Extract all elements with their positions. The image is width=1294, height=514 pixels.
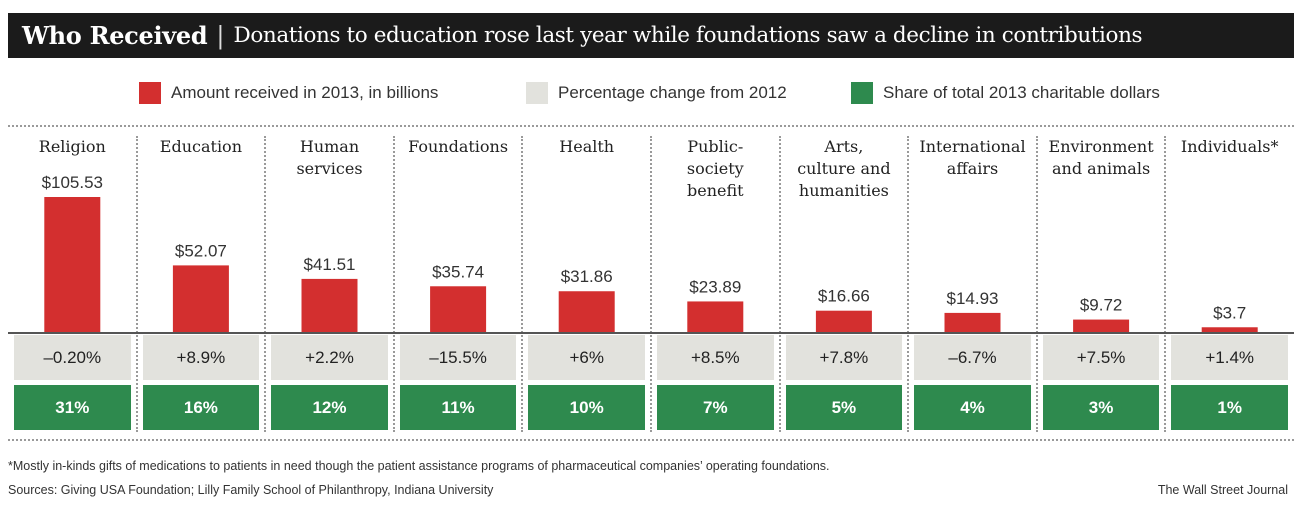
bar-value-label: $16.66	[818, 287, 870, 306]
share-cell: 12%	[271, 385, 388, 430]
column-separator	[778, 136, 781, 432]
column-separator	[392, 136, 395, 432]
legend-swatch-share	[851, 82, 873, 104]
bar	[944, 312, 1001, 332]
pct-change-cell: +2.2%	[271, 335, 388, 380]
category-label: Education	[159, 137, 242, 156]
column-separator	[1035, 136, 1038, 432]
bar	[1201, 327, 1258, 332]
bar-value-label: $14.93	[947, 289, 999, 308]
bar	[430, 286, 487, 332]
bar	[1073, 319, 1130, 332]
share-cell: 7%	[657, 385, 774, 430]
legend-item-pct-change: Percentage change from 2012	[526, 82, 787, 104]
category-label: Arts, culture and humanities	[797, 137, 891, 200]
bar	[44, 197, 101, 332]
bottom-divider	[8, 439, 1294, 441]
category-label: Individuals*	[1180, 137, 1279, 156]
title-separator: |	[216, 21, 225, 50]
credit: The Wall Street Journal	[1157, 483, 1288, 497]
pct-change-cell: +8.9%	[142, 335, 260, 380]
pct-change-cell: +7.5%	[1042, 335, 1160, 380]
column-separator	[907, 136, 910, 432]
share-cell: 4%	[914, 385, 1031, 430]
legend-label-pct-change: Percentage change from 2012	[558, 83, 787, 102]
bar	[172, 265, 229, 332]
legend-swatch-amount	[139, 82, 161, 104]
chart-title-bar: Who Received | Donations to education ro…	[8, 13, 1294, 58]
pct-change-cell: +6%	[528, 335, 645, 380]
column-separator	[521, 136, 524, 432]
column-separator	[1164, 136, 1167, 432]
category-label: Health	[559, 137, 615, 156]
pct-change-cell: +8.5%	[657, 335, 774, 380]
pct-change-cell: –6.7%	[914, 335, 1031, 380]
legend-item-amount: Amount received in 2013, in billions	[139, 82, 438, 104]
category-label: Foundations	[408, 137, 509, 156]
share-cell: 31%	[14, 385, 131, 430]
sources: Sources: Giving USA Foundation; Lilly Fa…	[8, 483, 494, 497]
bar-value-label: $31.86	[561, 267, 613, 286]
pct-change-cell: –15.5%	[399, 335, 517, 380]
bar	[687, 301, 744, 332]
pct-change-cell: +1.4%	[1171, 335, 1288, 380]
top-divider	[8, 125, 1294, 127]
bar	[301, 278, 358, 332]
chart-title: Who Received	[22, 21, 208, 50]
share-cell: 5%	[785, 385, 903, 430]
bar	[815, 310, 872, 332]
bar-value-label: $23.89	[689, 277, 741, 296]
column-separator	[135, 136, 138, 432]
legend-swatch-pct-change	[526, 82, 548, 104]
bar-value-label: $35.74	[432, 262, 484, 281]
category-label: Environment and animals	[1048, 137, 1154, 178]
category-label: International affairs	[919, 137, 1026, 178]
pct-change-cell: –0.20%	[14, 335, 131, 380]
legend-label-share: Share of total 2013 charitable dollars	[883, 83, 1160, 102]
chart-baseline	[8, 332, 1294, 334]
pct-change-cell: +7.8%	[785, 335, 903, 380]
share-cell: 16%	[142, 385, 260, 430]
bar-value-label: $3.7	[1213, 303, 1246, 322]
bar-value-label: $52.07	[175, 241, 227, 260]
bar-value-label: $105.53	[42, 173, 103, 192]
footnote: *Mostly in-kinds gifts of medications to…	[8, 459, 830, 473]
share-cell: 11%	[399, 385, 517, 430]
legend-item-share: Share of total 2013 charitable dollars	[851, 82, 1160, 104]
column-separator	[650, 136, 652, 432]
category-label: Religion	[38, 137, 106, 156]
category-label: Human services	[296, 137, 363, 178]
bar-value-label: $41.51	[304, 255, 356, 274]
column-separator	[264, 136, 267, 432]
category-label: Public-society benefit	[686, 137, 744, 200]
share-cell: 1%	[1171, 385, 1288, 430]
bar	[558, 291, 615, 332]
legend-label-amount: Amount received in 2013, in billions	[171, 83, 439, 102]
legend: Amount received in 2013, in billions Per…	[0, 82, 1294, 108]
chart-subtitle: Donations to education rose last year wh…	[233, 23, 1143, 48]
share-cell: 10%	[528, 385, 645, 430]
share-cell: 3%	[1042, 385, 1160, 430]
bar-value-label: $9.72	[1080, 296, 1123, 315]
